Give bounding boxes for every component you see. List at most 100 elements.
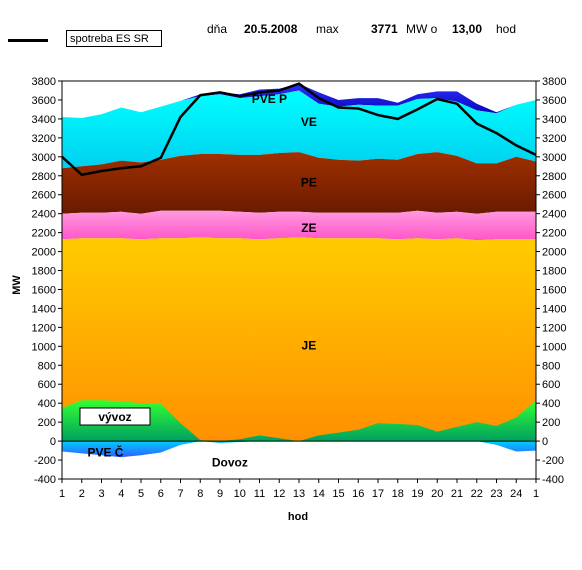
y-tick-label-left: 0: [50, 436, 56, 448]
y-tick-label-right: 1600: [542, 284, 566, 296]
x-tick-label: 17: [372, 488, 384, 500]
x-tick-label: 20: [431, 488, 443, 500]
x-tick-label: 14: [313, 488, 325, 500]
x-tick-label: 3: [98, 488, 104, 500]
y-tick-label-right: 2600: [542, 190, 566, 202]
y-tick-label-right: 2200: [542, 228, 566, 240]
area-layers: [62, 83, 536, 458]
area-labels: PVE P VE PE ZE JE Dovoz PVE Č vývoz: [79, 92, 317, 469]
x-tick-label: 13: [293, 488, 305, 500]
y-axis-title: MW: [11, 275, 23, 295]
y-tick-label-left: 800: [38, 360, 56, 372]
y-tick-label-left: -400: [34, 474, 56, 486]
x-axis: 1 2 3 4 5 6 7 8 9 10 11 12 13 14 15 16 17 18 19 20 21 22 23 24 1: [59, 479, 539, 500]
x-tick-label: 12: [273, 488, 285, 500]
x-tick-label: 24: [510, 488, 522, 500]
y-tick-label-left: 2400: [32, 209, 56, 221]
y-tick-label-right: 3000: [542, 152, 566, 164]
y-axis-right: -400 -200 0 200 400 600 800 1000 1200 1400 1600 180…: [536, 76, 566, 486]
y-tick-label-right: 1000: [542, 341, 566, 353]
y-tick-label-left: 400: [38, 398, 56, 410]
y-tick-label-left: 3600: [32, 95, 56, 107]
label-je: JE: [302, 338, 317, 352]
date-value: 20.5.2008: [244, 22, 298, 36]
y-tick-label-right: 2400: [542, 209, 566, 221]
y-tick-label-left: 1200: [32, 322, 56, 334]
je-area: [62, 237, 536, 442]
label-ve: VE: [301, 115, 317, 129]
vyvoz-area: [62, 400, 536, 442]
x-tick-label: 1: [59, 488, 65, 500]
x-tick-label: 5: [138, 488, 144, 500]
unit-at-label: MW o: [406, 22, 438, 36]
y-tick-label-right: 3600: [542, 95, 566, 107]
x-tick-label: 22: [471, 488, 483, 500]
label-dovoz: Dovoz: [212, 455, 248, 469]
y-tick-label-right: 800: [542, 360, 560, 372]
label-vyvoz: vývoz: [98, 410, 131, 424]
y-tick-label-left: 1400: [32, 303, 56, 315]
y-tick-label-left: 2000: [32, 247, 56, 259]
y-tick-label-left: 600: [38, 379, 56, 391]
x-tick-label: 18: [392, 488, 404, 500]
y-tick-label-right: 3400: [542, 114, 566, 126]
y-tick-label-right: -200: [542, 455, 564, 467]
y-tick-label-left: 3200: [32, 133, 56, 145]
label-pve-c: PVE Č: [87, 445, 123, 460]
label-ze: ZE: [301, 221, 316, 235]
y-tick-label-right: 1800: [542, 266, 566, 278]
y-tick-label-right: 0: [542, 436, 548, 448]
pve-c-area: [62, 441, 536, 458]
y-tick-label-right: -400: [542, 474, 564, 486]
x-tick-label: 19: [411, 488, 423, 500]
x-tick-label: 11: [254, 488, 265, 500]
x-tick-label: 7: [177, 488, 183, 500]
legend-entry: spotreba ES SR: [66, 30, 162, 47]
x-tick-label: 8: [197, 488, 203, 500]
y-tick-label-left: 3400: [32, 114, 56, 126]
consumption-line: [61, 82, 537, 177]
consumption-legend-line: [8, 39, 48, 42]
y-tick-label-left: 3000: [32, 152, 56, 164]
y-tick-label-left: 2600: [32, 190, 56, 202]
x-tick-label: 4: [118, 488, 124, 500]
x-tick-label: 1: [533, 488, 539, 500]
y-tick-label-right: 400: [542, 398, 560, 410]
y-tick-label-left: 200: [38, 417, 56, 429]
max-hour-value: 13,00: [452, 22, 483, 36]
x-tick-label: 16: [352, 488, 364, 500]
ze-area: [62, 210, 536, 241]
y-tick-label-right: 1400: [542, 303, 566, 315]
y-tick-label-right: 600: [542, 379, 560, 391]
y-tick-label-right: 2800: [542, 171, 566, 183]
y-tick-label-right: 200: [542, 417, 560, 429]
day-label: dňa: [207, 22, 228, 36]
x-tick-label: 15: [332, 488, 344, 500]
x-axis-title: hod: [288, 511, 308, 523]
y-tick-label-right: 2000: [542, 247, 566, 259]
label-pe: PE: [301, 175, 317, 189]
y-tick-label-right: 1200: [542, 322, 566, 334]
max-label: max: [316, 22, 339, 36]
x-tick-label: 23: [490, 488, 502, 500]
y-tick-label-right: 3800: [542, 76, 566, 88]
pe-area: [62, 152, 536, 214]
max-value: 3771: [371, 22, 398, 36]
hour-label: hod: [496, 22, 517, 36]
y-tick-label-left: 1000: [32, 341, 56, 353]
y-tick-label-left: 3800: [32, 76, 56, 88]
y-tick-label-left: -200: [34, 455, 56, 467]
y-tick-label-right: 3200: [542, 133, 566, 145]
x-tick-label: 2: [79, 488, 85, 500]
y-tick-label-left: 2800: [32, 171, 56, 183]
y-axis-left: -400 -200 0 200 400 600 800 1000 1200 1400 1600 180…: [32, 76, 62, 486]
x-tick-label: 6: [158, 488, 164, 500]
y-tick-label-left: 1800: [32, 266, 56, 278]
label-pve-p: PVE P: [252, 92, 287, 106]
y-tick-label-left: 1600: [32, 284, 56, 296]
y-tick-label-left: 2200: [32, 228, 56, 240]
vyvoz-label-box: [79, 407, 151, 426]
x-tick-label: 21: [451, 488, 463, 500]
x-tick-label: 10: [234, 488, 246, 500]
